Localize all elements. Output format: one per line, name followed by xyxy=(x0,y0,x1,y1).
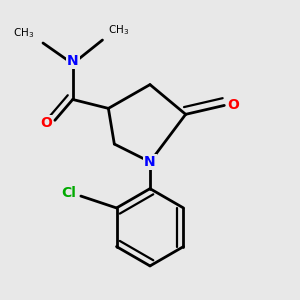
Text: Cl: Cl xyxy=(61,186,76,200)
Text: CH$_3$: CH$_3$ xyxy=(13,26,34,40)
Text: O: O xyxy=(227,98,239,112)
Text: O: O xyxy=(40,116,52,130)
Text: N: N xyxy=(144,155,156,169)
Text: N: N xyxy=(67,54,79,68)
Text: CH$_3$: CH$_3$ xyxy=(108,23,130,37)
